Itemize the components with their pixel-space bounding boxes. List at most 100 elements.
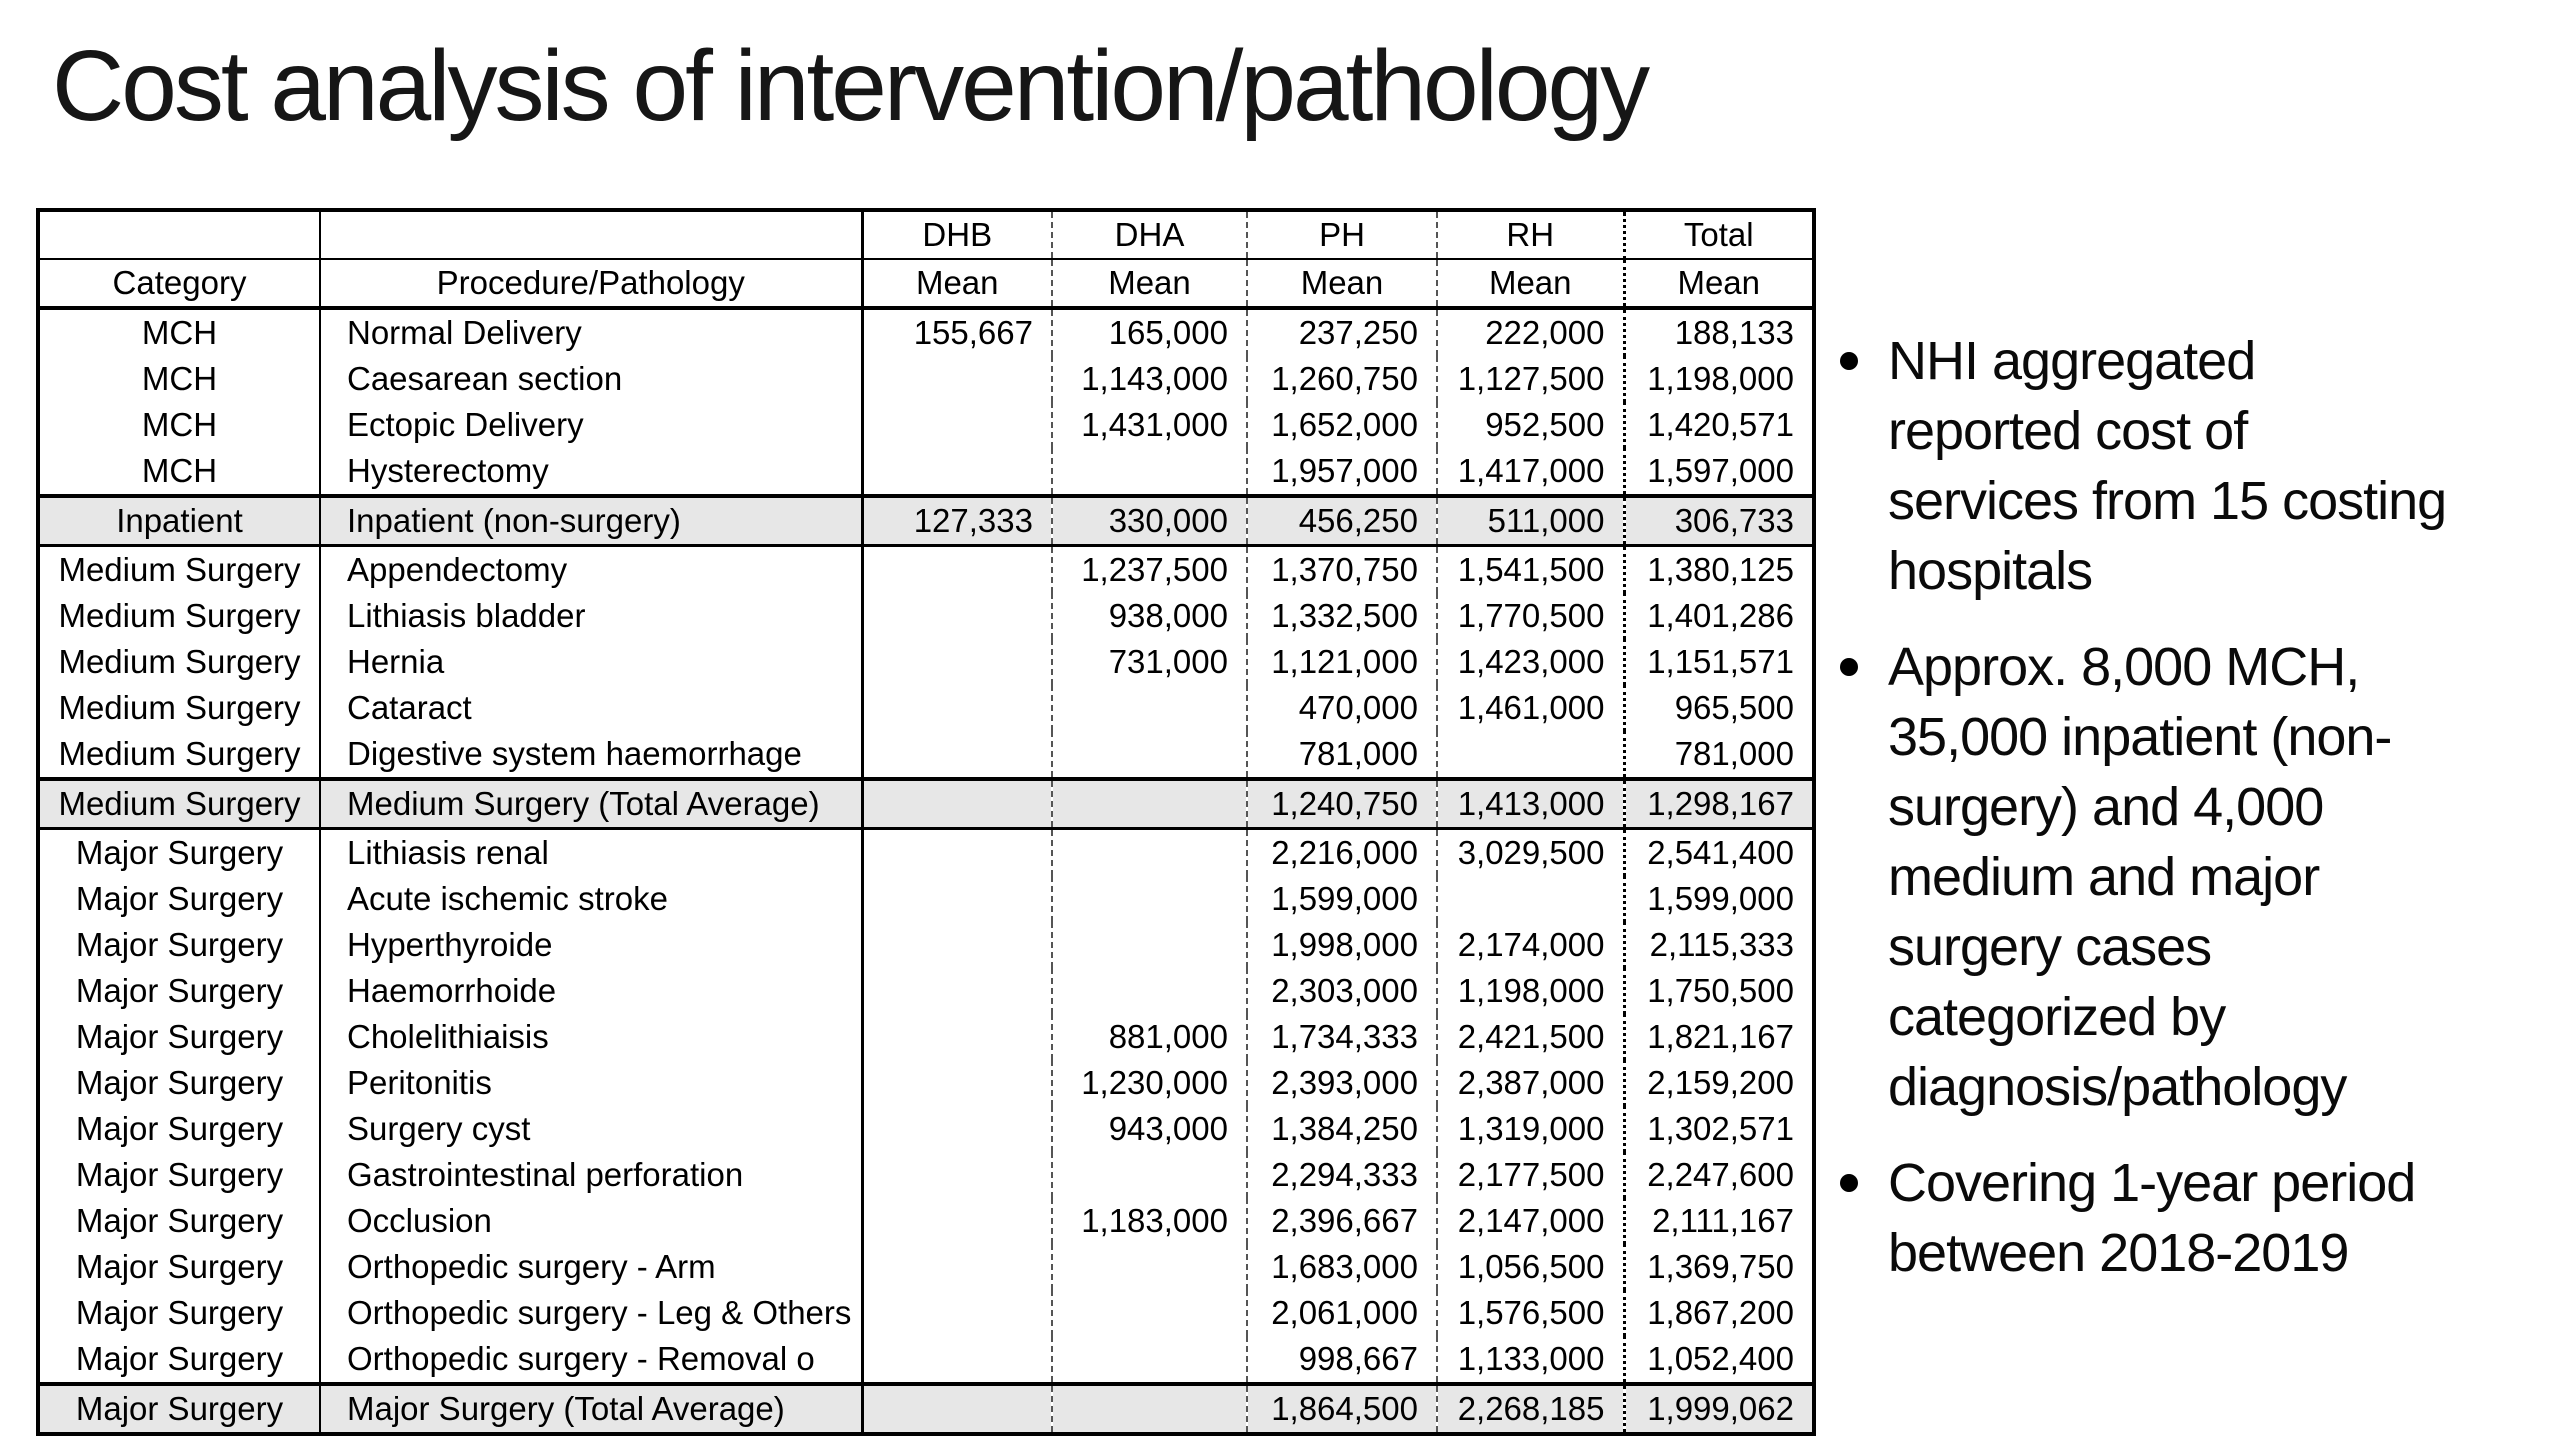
table-row: MCH Hysterectomy 1,957,000 1,417,000 1,597,0… — [38, 448, 1814, 496]
cell-category: MCH — [38, 308, 321, 356]
cell-rh: 1,417,000 — [1437, 448, 1626, 496]
table-row: Medium Surgery Appendectomy 1,237,500 1,370… — [38, 545, 1814, 593]
cell-total: 781,000 — [1674, 735, 1794, 772]
cell-dha — [1052, 685, 1248, 731]
cell-category: Major Surgery — [38, 1290, 321, 1336]
table-row: Medium Surgery Medium Surgery (Total Aver… — [38, 777, 1814, 830]
table-row: Major Surgery Gastrointestinal perforatio… — [38, 1152, 1814, 1198]
cell-category: Major Surgery — [38, 1152, 321, 1198]
cell-ph: 1,260,750 — [1247, 356, 1438, 402]
cell-total: 2,159,200 — [1647, 1064, 1794, 1101]
cell-category: Major Surgery — [38, 1014, 321, 1060]
table-row: Major Surgery Orthopedic surgery - Leg & … — [38, 1290, 1814, 1336]
cell-procedure: Caesarean section — [320, 356, 864, 402]
cell-dhb — [862, 448, 1053, 496]
cell-dha: 938,000 — [1052, 593, 1248, 639]
cell-ph: 1,384,250 — [1247, 1106, 1438, 1152]
cell-dha — [1052, 1152, 1248, 1198]
header-col-ph: PH — [1247, 210, 1438, 260]
cell-procedure: Acute ischemic stroke — [320, 876, 864, 922]
cell-procedure: Major Surgery (Total Average) — [320, 1382, 864, 1436]
cell-ph: 1,864,500 — [1247, 1382, 1438, 1436]
cell-dhb — [862, 731, 1053, 779]
bullet-text: NHI aggregated reported cost of services f… — [1888, 331, 2447, 601]
cell-procedure: Peritonitis — [320, 1060, 864, 1106]
table-row: Medium Surgery Lithiasis bladder 938,000 1,… — [38, 593, 1814, 639]
cell-ph: 1,683,000 — [1247, 1244, 1438, 1290]
cell-dhb — [862, 828, 1053, 876]
table-row: Inpatient Inpatient (non-surgery) 127,333 3… — [38, 494, 1814, 547]
cell-dhb — [862, 876, 1053, 922]
cell-ph: 456,250 — [1247, 494, 1438, 547]
cell-rh: 1,198,000 — [1437, 968, 1626, 1014]
cell-total: 965,500 — [1674, 689, 1794, 726]
cell-ph: 2,303,000 — [1247, 968, 1438, 1014]
cell-ph: 2,216,000 — [1247, 828, 1438, 876]
cell-category: Major Surgery — [38, 968, 321, 1014]
cell-ph: 2,393,000 — [1247, 1060, 1438, 1106]
cell-category: Medium Surgery — [38, 777, 321, 830]
cell-rh: 511,000 — [1437, 494, 1626, 547]
cell-procedure: Gastrointestinal perforation — [320, 1152, 864, 1198]
cell-dhb — [862, 356, 1053, 402]
header-mean-total: Mean — [1624, 259, 1814, 310]
cell-dhb — [862, 777, 1053, 830]
cell-category: Medium Surgery — [38, 685, 321, 731]
cell-rh: 1,423,000 — [1437, 639, 1626, 685]
cell-procedure: Haemorrhoide — [320, 968, 864, 1014]
cell-ph: 1,599,000 — [1247, 876, 1438, 922]
cell-procedure: Hysterectomy — [320, 448, 864, 496]
cell-category: Inpatient — [38, 494, 321, 547]
cell-ph: 1,121,000 — [1247, 639, 1438, 685]
cell-procedure: Hernia — [320, 639, 864, 685]
cell-dha: 330,000 — [1052, 494, 1248, 547]
header-category: Category — [38, 259, 321, 310]
cell-rh: 2,177,500 — [1437, 1152, 1626, 1198]
cell-category: MCH — [38, 448, 321, 496]
cell-total: 188,133 — [1674, 314, 1794, 351]
cell-category: Medium Surgery — [38, 545, 321, 593]
table-row: MCH Caesarean section 1,143,000 1,260,750 1,… — [38, 356, 1814, 402]
cell-dha: 1,183,000 — [1052, 1198, 1248, 1244]
cell-category: Major Surgery — [38, 828, 321, 876]
cell-dha — [1052, 1290, 1248, 1336]
bullet-list: NHI aggregated reported cost of services f… — [1840, 326, 2540, 1314]
bullet-icon — [1840, 658, 1858, 676]
slide-title: Cost analysis of intervention/pathology — [52, 30, 1650, 142]
cell-total: 2,115,333 — [1649, 926, 1794, 963]
table-row: Major Surgery Haemorrhoide 2,303,000 1,198,… — [38, 968, 1814, 1014]
cell-procedure: Ectopic Delivery — [320, 402, 864, 448]
table-row: Major Surgery Peritonitis 1,230,000 2,393,0… — [38, 1060, 1814, 1106]
cell-ph: 2,061,000 — [1247, 1290, 1438, 1336]
cell-dhb — [862, 968, 1053, 1014]
cell-total: 1,369,750 — [1647, 1248, 1794, 1285]
cell-rh: 1,461,000 — [1437, 685, 1626, 731]
cell-ph: 1,734,333 — [1247, 1014, 1438, 1060]
cell-procedure: Surgery cyst — [320, 1106, 864, 1152]
table-row: Major Surgery Surgery cyst 943,000 1,384,25… — [38, 1106, 1814, 1152]
cell-total: 306,733 — [1624, 494, 1814, 547]
cell-total: 1,821,167 — [1647, 1018, 1794, 1055]
cell-dhb — [862, 1152, 1053, 1198]
cell-rh: 222,000 — [1437, 308, 1626, 356]
bullet-item: Approx. 8,000 MCH, 35,000 inpatient (non-… — [1840, 632, 2540, 1122]
table-row: Medium Surgery Hernia 731,000 1,121,000 1,42… — [38, 639, 1814, 685]
cell-rh: 2,421,500 — [1437, 1014, 1626, 1060]
cell-rh: 1,413,000 — [1437, 777, 1626, 830]
cell-procedure: Digestive system haemorrhage — [320, 731, 864, 779]
cell-dha: 1,431,000 — [1052, 402, 1248, 448]
bullet-icon — [1840, 352, 1858, 370]
cell-dha: 1,230,000 — [1052, 1060, 1248, 1106]
header-mean-rh: Mean — [1437, 259, 1626, 310]
cell-total: 1,999,062 — [1624, 1382, 1814, 1436]
cell-procedure: Orthopedic surgery - Arm — [320, 1244, 864, 1290]
cell-total: 2,247,600 — [1647, 1156, 1794, 1193]
cell-rh: 3,029,500 — [1437, 828, 1626, 876]
cell-total: 1,420,571 — [1647, 406, 1794, 443]
cell-total: 1,867,200 — [1647, 1294, 1794, 1331]
cell-total: 1,599,000 — [1647, 880, 1794, 917]
cell-procedure: Occlusion — [320, 1198, 864, 1244]
header-mean-ph: Mean — [1247, 259, 1438, 310]
header-mean-dhb: Mean — [862, 259, 1053, 310]
